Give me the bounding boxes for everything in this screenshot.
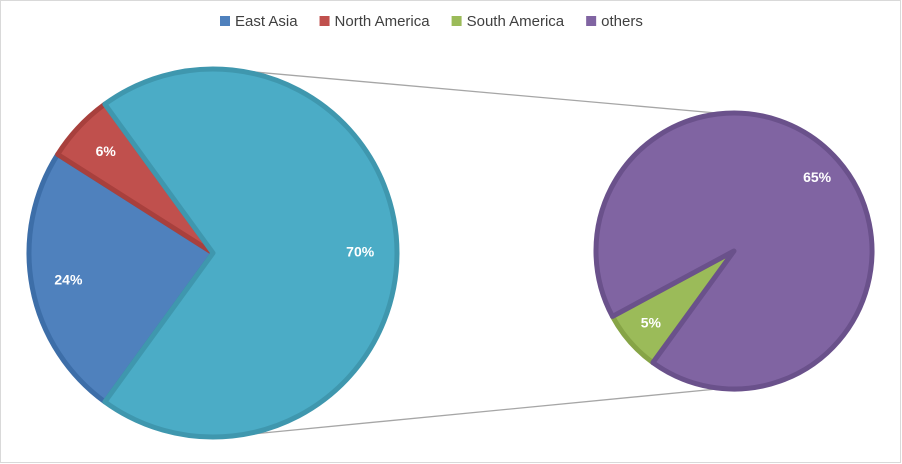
legend-label: East Asia: [235, 13, 298, 30]
connector-line: [228, 69, 723, 115]
connector-line: [228, 387, 723, 437]
legend-swatch: [451, 16, 462, 26]
legend-swatch: [220, 16, 230, 26]
value-label: 65%: [803, 169, 832, 185]
value-label: 24%: [54, 271, 83, 287]
pie-slice: [102, 66, 400, 440]
legend-swatch: [319, 16, 330, 26]
value-label: 5%: [641, 314, 662, 330]
legend-swatch: [586, 16, 597, 26]
legend-label: others: [601, 13, 643, 30]
value-label: 6%: [96, 143, 117, 159]
pie-slice: [593, 110, 875, 392]
legend-label: North America: [335, 13, 431, 30]
pie-slice: [26, 151, 216, 405]
value-label: 70%: [346, 244, 375, 260]
legend-label: South America: [467, 13, 565, 30]
